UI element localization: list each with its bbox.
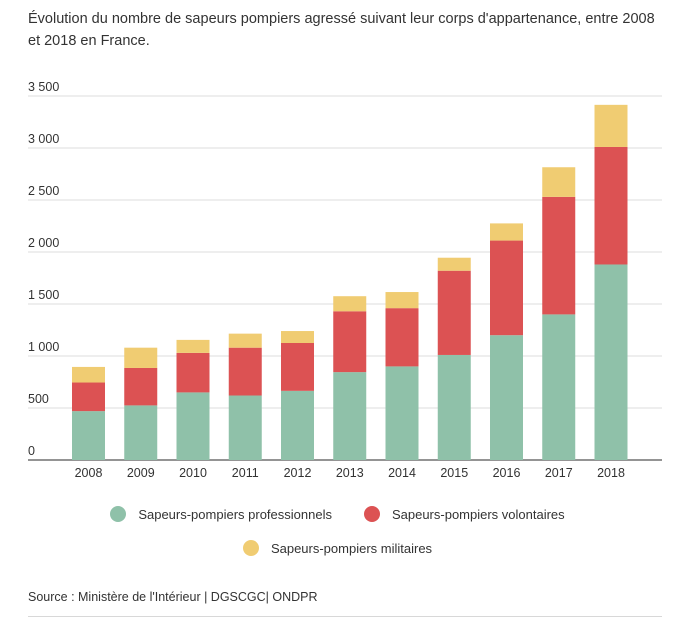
y-tick-label: 0 [28, 444, 35, 458]
legend-row-1: Sapeurs-pompiers professionnels Sapeurs-… [0, 506, 675, 522]
bar-segment-2015-s0 [437, 354, 471, 460]
x-tick-label: 2015 [440, 466, 468, 480]
legend-label-volontaires: Sapeurs-pompiers volontaires [391, 506, 565, 522]
bar-segment-2009-s2 [124, 347, 158, 368]
bar-segment-2013-s0 [333, 372, 367, 460]
bar-segment-2011-s1 [228, 347, 262, 396]
bar-segment-2015-s1 [437, 270, 471, 355]
bar-segment-2015-s2 [437, 257, 471, 271]
bar-segment-2012-s1 [281, 343, 314, 391]
x-tick-label: 2016 [493, 466, 521, 480]
x-tick-label: 2017 [545, 466, 573, 480]
x-tick-label: 2011 [232, 466, 259, 480]
bar-segment-2009-s0 [124, 405, 158, 460]
bar-segment-2008-s1 [72, 382, 105, 412]
bar-segment-2013-s2 [333, 296, 367, 312]
bar-segment-2018-s2 [594, 104, 628, 147]
bar-segment-2014-s0 [385, 366, 419, 460]
legend-item-professionnels: Sapeurs-pompiers professionnels [110, 506, 332, 522]
x-tick-label: 2012 [284, 466, 312, 480]
x-axis-tick-labels: 2008 2009 2010 2011 2012 2013 2014 2015 2016 2017… [75, 466, 625, 480]
x-tick-label: 2018 [597, 466, 625, 480]
bar-segment-2017-s2 [542, 167, 576, 197]
bar-segment-2010-s2 [176, 339, 210, 353]
bar-segment-2014-s1 [385, 308, 419, 367]
bar-segment-2014-s2 [385, 292, 419, 309]
bar-segment-2008-s0 [72, 411, 105, 460]
bar-segment-2011-s0 [228, 395, 262, 460]
bar-segment-2009-s1 [124, 367, 158, 406]
y-tick-label: 2 000 [28, 236, 59, 250]
bottom-divider [28, 616, 662, 617]
bar-segment-2008-s2 [72, 366, 105, 383]
bar-segment-2010-s1 [176, 352, 210, 393]
bar-segment-2018-s0 [594, 264, 628, 460]
y-axis-tick-labels: 0 500 1 000 1 500 2 000 2 500 3 000 3 500 [28, 80, 59, 458]
y-tick-label: 2 500 [28, 184, 59, 198]
bar-segment-2017-s1 [542, 196, 576, 315]
bar-segment-2016-s1 [490, 240, 523, 336]
x-tick-label: 2013 [336, 466, 364, 480]
y-tick-label: 500 [28, 392, 49, 406]
bars [72, 104, 628, 460]
legend-swatch-militaires [242, 540, 259, 556]
legend-label-professionnels: Sapeurs-pompiers professionnels [138, 506, 332, 522]
x-tick-label: 2014 [388, 466, 416, 480]
bar-segment-2016-s2 [490, 223, 523, 241]
bar-segment-2012-s2 [281, 331, 314, 343]
x-tick-label: 2009 [127, 466, 155, 480]
bar-segment-2017-s0 [542, 314, 576, 460]
legend-swatch-volontaires [363, 506, 380, 522]
legend-row-2: Sapeurs-pompiers militaires [0, 540, 675, 556]
source-note: Source : Ministère de l'Intérieur | DGSC… [28, 590, 318, 604]
x-tick-label: 2010 [179, 466, 207, 480]
y-tick-label: 1 000 [28, 340, 59, 354]
legend-swatch-professionnels [110, 506, 127, 522]
bar-segment-2010-s0 [176, 392, 210, 460]
y-tick-label: 3 500 [28, 80, 59, 94]
bar-segment-2013-s1 [333, 311, 367, 373]
x-tick-label: 2008 [75, 466, 103, 480]
legend-item-volontaires: Sapeurs-pompiers volontaires [363, 506, 565, 522]
chart-title: Évolution du nombre de sapeurs pompiers … [28, 11, 655, 49]
legend-label-militaires: Sapeurs-pompiers militaires [270, 540, 433, 556]
bar-segment-2011-s2 [228, 333, 262, 348]
bar-segment-2012-s0 [281, 390, 314, 460]
bar-segment-2018-s1 [594, 146, 628, 265]
y-tick-label: 1 500 [28, 288, 59, 302]
y-tick-label: 3 000 [28, 132, 59, 146]
legend-item-militaires: Sapeurs-pompiers militaires [242, 540, 433, 556]
bar-segment-2016-s0 [490, 335, 523, 460]
